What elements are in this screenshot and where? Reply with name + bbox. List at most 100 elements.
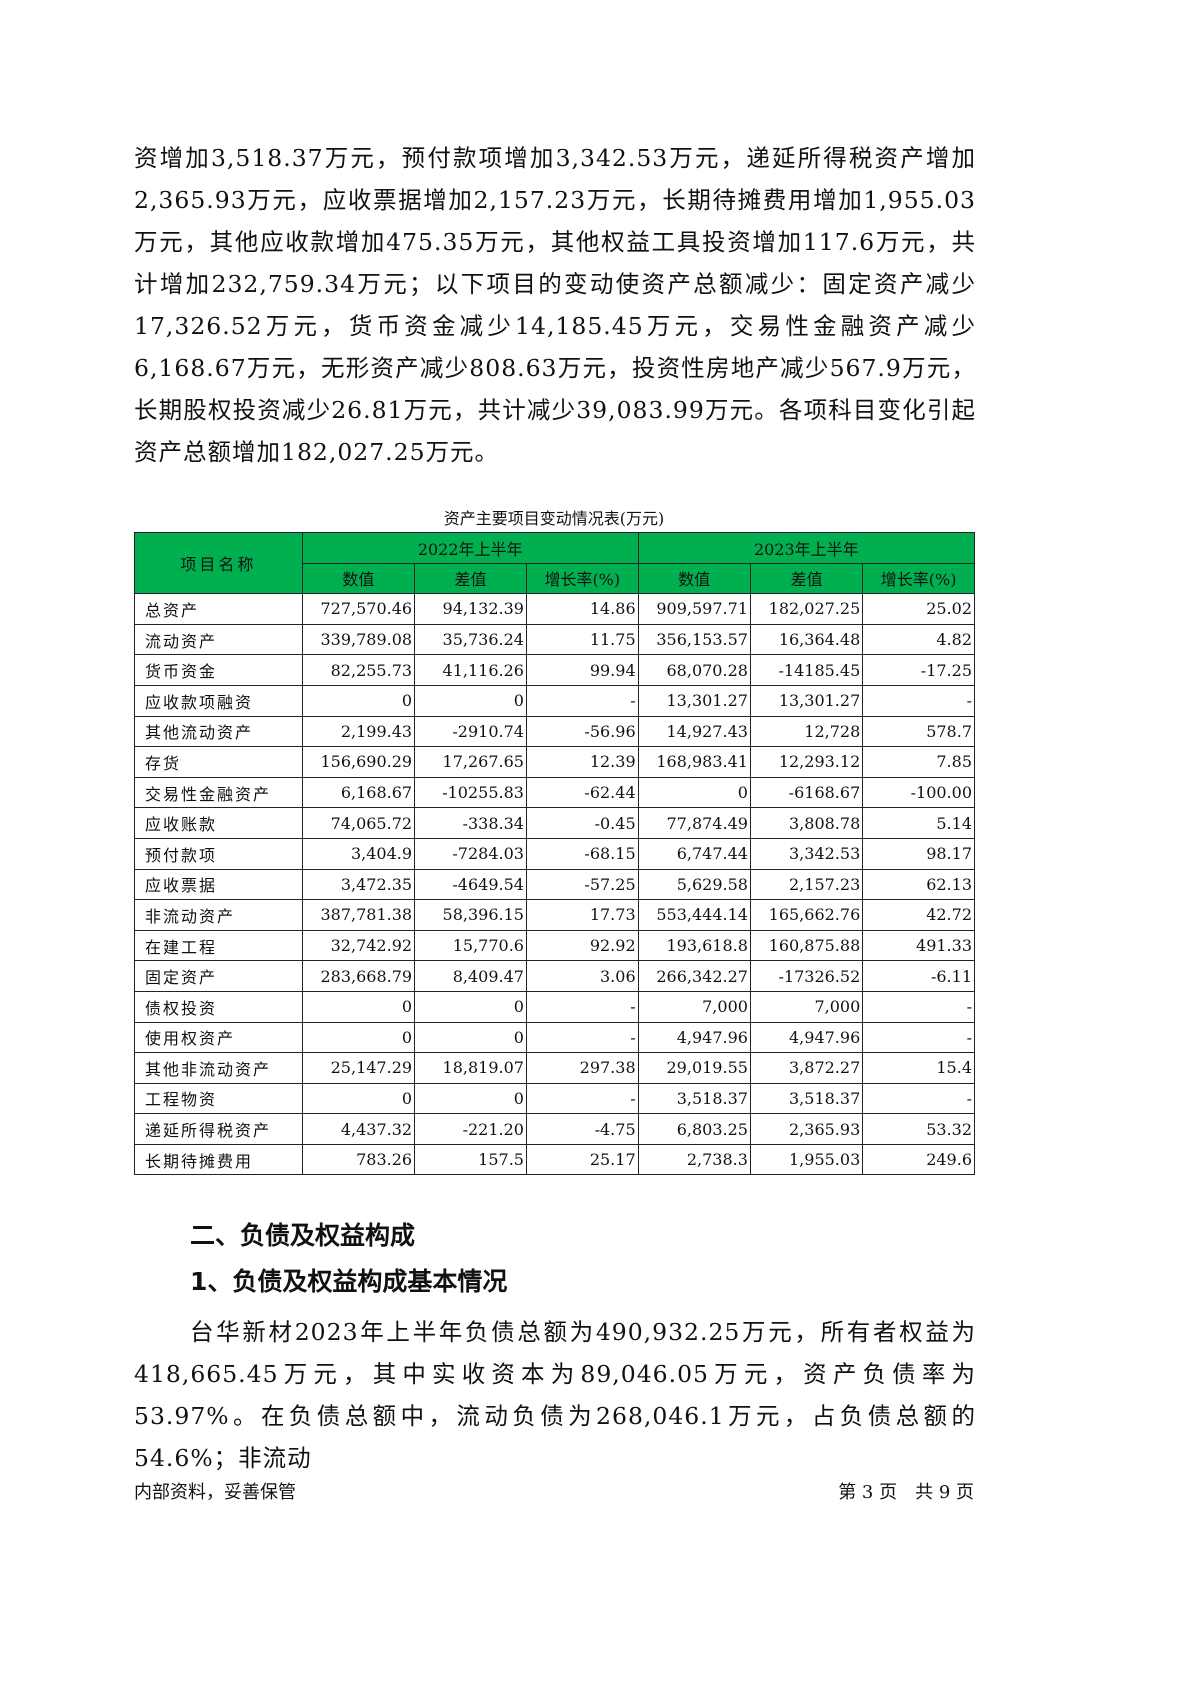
row-label: 债权投资 <box>134 990 303 1023</box>
cell-value: 553,444.14 <box>637 899 751 931</box>
cell-value: 53.32 <box>862 1113 975 1145</box>
row-label: 流动资产 <box>134 623 303 656</box>
cell-value: 2,157.23 <box>749 868 864 901</box>
cell-value: 165,662.76 <box>749 899 864 931</box>
asset-change-table: 项目名称 2022年上半年 2023年上半年 数值 差值 增长率(%) 数值 差值 增长率… <box>134 531 976 1176</box>
cell-value: 3,518.37 <box>749 1082 864 1115</box>
group-header-2023: 2023年上半年 <box>637 532 976 564</box>
subheader: 增长率(%) <box>525 562 639 595</box>
cell-value: -4.75 <box>525 1113 639 1145</box>
cell-value: 25,147.29 <box>301 1052 416 1084</box>
cell-value: 160,875.88 <box>749 929 864 962</box>
cell-value: -6168.67 <box>749 776 864 809</box>
cell-value: 12.39 <box>525 746 639 778</box>
row-label: 递延所得税资产 <box>134 1113 303 1145</box>
cell-value: 5.14 <box>862 807 975 839</box>
cell-value: 13,301.27 <box>637 684 751 717</box>
row-label: 总资产 <box>134 593 303 625</box>
table-row: 递延所得税资产 4,437.32 -221.20 -4.75 6,803.25 2,365… <box>134 1113 975 1145</box>
cell-value: 168,983.41 <box>637 746 751 778</box>
cell-value: -2910.74 <box>414 715 527 748</box>
cell-value: 0 <box>414 1021 527 1054</box>
cell-value: 356,153.57 <box>637 623 751 656</box>
cell-value: 62.13 <box>862 868 975 901</box>
subheader: 差值 <box>749 562 864 595</box>
cell-value: -68.15 <box>525 837 639 870</box>
cell-value: 7,000 <box>749 990 864 1023</box>
row-label: 存货 <box>134 746 303 778</box>
cell-value: 5,629.58 <box>637 868 751 901</box>
subheader: 增长率(%) <box>862 562 975 595</box>
cell-value: 578.7 <box>862 715 975 748</box>
table-row: 在建工程 32,742.92 15,770.6 92.92 193,618.8 160,8… <box>134 929 975 962</box>
cell-value: 2,199.43 <box>301 715 416 748</box>
cell-value: 6,168.67 <box>301 776 416 809</box>
cell-value: - <box>525 684 639 717</box>
row-label: 工程物资 <box>134 1082 303 1115</box>
cell-value: - <box>525 1021 639 1054</box>
cell-value: 82,255.73 <box>301 654 416 686</box>
cell-value: -7284.03 <box>414 837 527 870</box>
cell-value: 491.33 <box>862 929 975 962</box>
cell-value: 3,342.53 <box>749 837 864 870</box>
cell-value: 0 <box>301 1021 416 1054</box>
row-label: 非流动资产 <box>134 899 303 931</box>
cell-value: 98.17 <box>862 837 975 870</box>
cell-value: 909,597.71 <box>637 593 751 625</box>
section-heading: 二、负债及权益构成 <box>190 1221 416 1250</box>
cell-value: 157.5 <box>414 1143 527 1176</box>
table-row: 应收款项融资 0 0-13,301.27 13,301.27- <box>134 684 975 717</box>
cell-value: 3,808.78 <box>749 807 864 839</box>
cell-value: 42.72 <box>862 899 975 931</box>
cell-value: 15.4 <box>862 1052 975 1084</box>
cell-value: -221.20 <box>414 1113 527 1145</box>
cell-value: -6.11 <box>862 960 975 992</box>
cell-value: 387,781.38 <box>301 899 416 931</box>
cell-value: - <box>525 1082 639 1115</box>
table-row: 交易性金融资产 6,168.67 -10255.83 -62.44 0 -6168.67-… <box>134 776 975 809</box>
cell-value: 32,742.92 <box>301 929 416 962</box>
cell-value: -17.25 <box>862 654 975 686</box>
table-row: 存货 156,690.29 17,267.65 12.39 168,983.41 12,2… <box>134 746 975 778</box>
cell-value: 58,396.15 <box>414 899 527 931</box>
row-label: 交易性金融资产 <box>134 776 303 809</box>
cell-value: 156,690.29 <box>301 746 416 778</box>
cell-value: 4.82 <box>862 623 975 656</box>
cell-value: -14185.45 <box>749 654 864 686</box>
row-label: 在建工程 <box>134 929 303 962</box>
cell-value: 77,874.49 <box>637 807 751 839</box>
cell-value: - <box>862 1021 975 1054</box>
cell-value: 7,000 <box>637 990 751 1023</box>
cell-value: 266,342.27 <box>637 960 751 992</box>
cell-value: -338.34 <box>414 807 527 839</box>
cell-value: 339,789.08 <box>301 623 416 656</box>
cell-value: 6,747.44 <box>637 837 751 870</box>
cell-value: 3.06 <box>525 960 639 992</box>
cell-value: -0.45 <box>525 807 639 839</box>
cell-value: 0 <box>637 776 751 809</box>
cell-value: -10255.83 <box>414 776 527 809</box>
table-row: 使用权资产 0 0-4,947.96 4,947.96- <box>134 1021 975 1054</box>
cell-value: 25.17 <box>525 1143 639 1176</box>
table-row: 非流动资产 387,781.38 58,396.15 17.73 553,444.14 1… <box>134 899 975 931</box>
row-label: 预付款项 <box>134 837 303 870</box>
cell-value: -100.00 <box>862 776 975 809</box>
row-label: 应收款项融资 <box>134 684 303 717</box>
cell-value: 4,947.96 <box>637 1021 751 1054</box>
cell-value: 92.92 <box>525 929 639 962</box>
table-row: 货币资金 82,255.73 41,116.26 99.94 68,070.28 -141… <box>134 654 975 686</box>
row-label: 货币资金 <box>134 654 303 686</box>
cell-value: 68,070.28 <box>637 654 751 686</box>
cell-value: 74,065.72 <box>301 807 416 839</box>
body-paragraph: 台华新材2023年上半年负债总额为490,932.25万元，所有者权益为418,… <box>134 1318 976 1472</box>
cell-value: 283,668.79 <box>301 960 416 992</box>
cell-value: 12,728 <box>749 715 864 748</box>
cell-value: 3,472.35 <box>301 868 416 901</box>
row-label: 应收账款 <box>134 807 303 839</box>
table-row: 预付款项 3,404.9 -7284.03 -68.15 6,747.44 3,342.5… <box>134 837 975 870</box>
table-row: 工程物资 0 0-3,518.37 3,518.37- <box>134 1082 975 1115</box>
cell-value: 94,132.39 <box>414 593 527 625</box>
cell-value: 3,404.9 <box>301 837 416 870</box>
cell-value: 2,738.3 <box>637 1143 751 1176</box>
